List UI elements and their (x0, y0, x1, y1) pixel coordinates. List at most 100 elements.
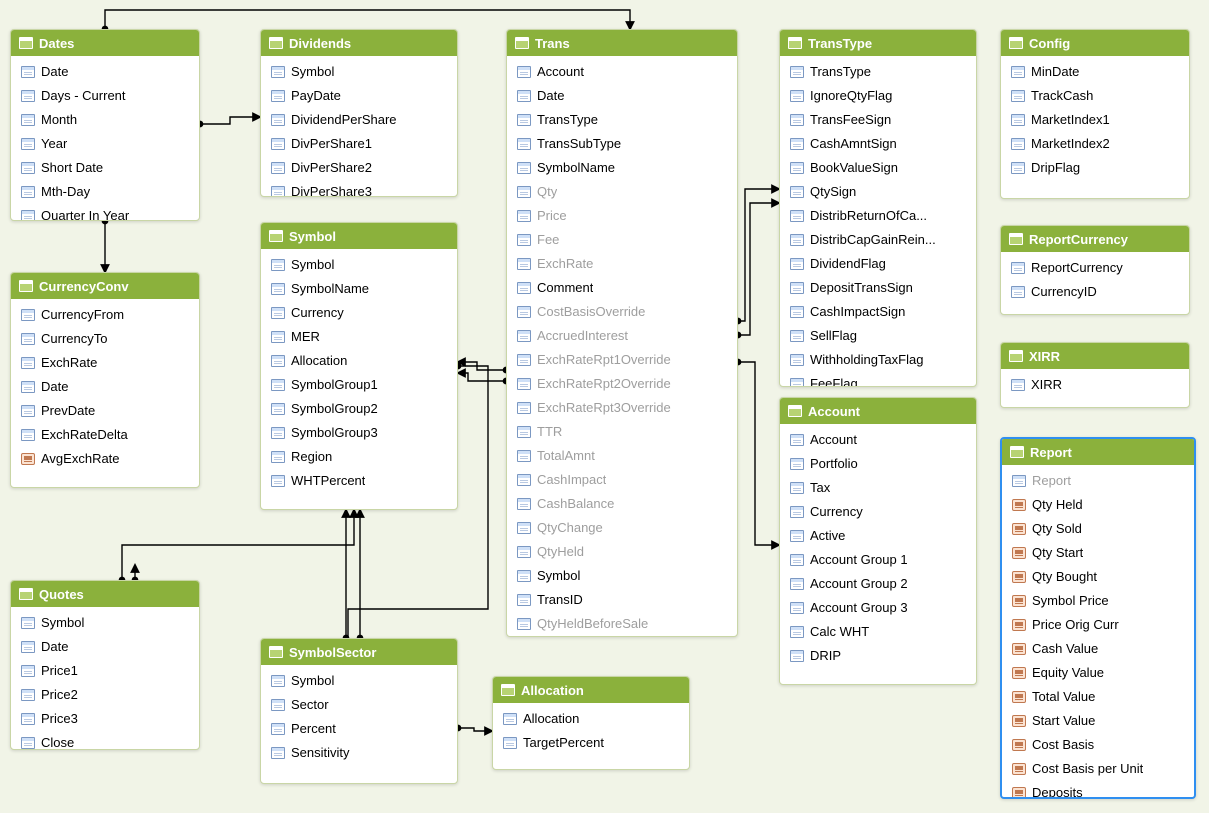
table-body[interactable]: TransTypeIgnoreQtyFlagTransFeeSignCashAm… (780, 56, 976, 386)
field-row[interactable]: Tax (780, 476, 976, 500)
field-row[interactable]: Portfolio (780, 452, 976, 476)
field-row[interactable]: Qty Start (1002, 541, 1194, 565)
field-row[interactable]: ExchRateRpt3Override (507, 396, 737, 420)
table-header[interactable]: Allocation (493, 677, 689, 703)
field-row[interactable]: SymbolGroup3 (261, 421, 457, 445)
field-row[interactable]: Symbol (261, 669, 457, 693)
field-row[interactable]: CashAmntSign (780, 132, 976, 156)
table-trans[interactable]: TransAccountDateTransTypeTransSubTypeSym… (506, 29, 738, 637)
field-row[interactable]: TransSubType (507, 132, 737, 156)
table-header[interactable]: ReportCurrency (1001, 226, 1189, 252)
field-row[interactable]: Active (780, 524, 976, 548)
table-allocation[interactable]: AllocationAllocationTargetPercent (492, 676, 690, 770)
field-row[interactable]: ReportCurrency (1001, 256, 1189, 280)
field-row[interactable]: CurrencyFrom (11, 303, 199, 327)
field-row[interactable]: MarketIndex1 (1001, 108, 1189, 132)
table-header[interactable]: Trans (507, 30, 737, 56)
field-row[interactable]: DripFlag (1001, 156, 1189, 180)
field-row[interactable]: AccruedInterest (507, 324, 737, 348)
field-row[interactable]: SymbolGroup1 (261, 373, 457, 397)
table-header[interactable]: CurrencyConv (11, 273, 199, 299)
field-row[interactable]: CurrencyID (1001, 280, 1189, 304)
table-header[interactable]: SymbolSector (261, 639, 457, 665)
field-row[interactable]: Quarter In Year (11, 204, 199, 220)
field-row[interactable]: Month (11, 108, 199, 132)
field-row[interactable]: TargetPercent (493, 731, 689, 755)
field-row[interactable]: Report (1002, 469, 1194, 493)
field-row[interactable]: SymbolGroup2 (261, 397, 457, 421)
table-dividends[interactable]: DividendsSymbolPayDateDividendPerShareDi… (260, 29, 458, 197)
table-header[interactable]: XIRR (1001, 343, 1189, 369)
field-row[interactable]: Symbol (507, 564, 737, 588)
field-row[interactable]: SymbolName (261, 277, 457, 301)
field-row[interactable]: XIRR (1001, 373, 1189, 397)
field-row[interactable]: Short Date (11, 156, 199, 180)
field-row[interactable]: QtyHeld (507, 540, 737, 564)
field-row[interactable]: Symbol (11, 611, 199, 635)
field-row[interactable]: Price Orig Curr (1002, 613, 1194, 637)
table-reportcurrency[interactable]: ReportCurrencyReportCurrencyCurrencyID (1000, 225, 1190, 315)
field-row[interactable]: TrackCash (1001, 84, 1189, 108)
table-account[interactable]: AccountAccountPortfolioTaxCurrencyActive… (779, 397, 977, 685)
table-body[interactable]: SymbolPayDateDividendPerShareDivPerShare… (261, 56, 457, 196)
field-row[interactable]: Price (507, 204, 737, 228)
field-row[interactable]: TransType (780, 60, 976, 84)
field-row[interactable]: Qty Held (1002, 493, 1194, 517)
field-row[interactable]: AvgExchRate (11, 447, 199, 471)
field-row[interactable]: IgnoreQtyFlag (780, 84, 976, 108)
field-row[interactable]: BookValueSign (780, 156, 976, 180)
field-row[interactable]: Qty (507, 180, 737, 204)
table-transtype[interactable]: TransTypeTransTypeIgnoreQtyFlagTransFeeS… (779, 29, 977, 387)
field-row[interactable]: CostBasisOverride (507, 300, 737, 324)
field-row[interactable]: MER (261, 325, 457, 349)
field-row[interactable]: TotalAmnt (507, 444, 737, 468)
table-header[interactable]: Config (1001, 30, 1189, 56)
table-report[interactable]: ReportReportQty HeldQty SoldQty StartQty… (1000, 437, 1196, 799)
field-row[interactable]: DivPerShare1 (261, 132, 457, 156)
field-row[interactable]: Account Group 3 (780, 596, 976, 620)
field-row[interactable]: DivPerShare2 (261, 156, 457, 180)
field-row[interactable]: Comment (507, 276, 737, 300)
field-row[interactable]: WithholdingTaxFlag (780, 348, 976, 372)
field-row[interactable]: QtySign (780, 180, 976, 204)
table-body[interactable]: ReportQty HeldQty SoldQty StartQty Bough… (1002, 465, 1194, 797)
field-row[interactable]: Price1 (11, 659, 199, 683)
field-row[interactable]: Fee (507, 228, 737, 252)
field-row[interactable]: FeeFlag (780, 372, 976, 386)
field-row[interactable]: Qty Sold (1002, 517, 1194, 541)
field-row[interactable]: Region (261, 445, 457, 469)
field-row[interactable]: Date (11, 375, 199, 399)
field-row[interactable]: Total Value (1002, 685, 1194, 709)
table-header[interactable]: TransType (780, 30, 976, 56)
field-row[interactable]: DRIP (780, 644, 976, 668)
field-row[interactable]: SellFlag (780, 324, 976, 348)
field-row[interactable]: Start Value (1002, 709, 1194, 733)
field-row[interactable]: ExchRateRpt1Override (507, 348, 737, 372)
field-row[interactable]: Allocation (493, 707, 689, 731)
table-xirr[interactable]: XIRR XIRR (1000, 342, 1190, 408)
table-config[interactable]: ConfigMinDateTrackCashMarketIndex1Market… (1000, 29, 1190, 199)
table-header[interactable]: Account (780, 398, 976, 424)
table-header[interactable]: Dates (11, 30, 199, 56)
field-row[interactable]: Cost Basis (1002, 733, 1194, 757)
field-row[interactable]: Mth-Day (11, 180, 199, 204)
field-row[interactable]: Date (507, 84, 737, 108)
field-row[interactable]: Date (11, 635, 199, 659)
table-symbolsector[interactable]: SymbolSectorSymbolSectorPercentSensitivi… (260, 638, 458, 784)
field-row[interactable]: Deposits (1002, 781, 1194, 797)
field-row[interactable]: DistribReturnOfCa... (780, 204, 976, 228)
field-row[interactable]: QtyChange (507, 516, 737, 540)
field-row[interactable]: DivPerShare3 (261, 180, 457, 196)
field-row[interactable]: Symbol (261, 60, 457, 84)
table-header[interactable]: Dividends (261, 30, 457, 56)
field-row[interactable]: Account Group 2 (780, 572, 976, 596)
field-row[interactable]: ExchRate (11, 351, 199, 375)
field-row[interactable]: Percent (261, 717, 457, 741)
table-symbol[interactable]: SymbolSymbolSymbolNameCurrencyMERAllocat… (260, 222, 458, 510)
field-row[interactable]: DividendFlag (780, 252, 976, 276)
field-row[interactable]: Currency (780, 500, 976, 524)
field-row[interactable]: Cash Value (1002, 637, 1194, 661)
field-row[interactable]: Currency (261, 301, 457, 325)
table-body[interactable]: AccountDateTransTypeTransSubTypeSymbolNa… (507, 56, 737, 636)
field-row[interactable]: Qty Bought (1002, 565, 1194, 589)
